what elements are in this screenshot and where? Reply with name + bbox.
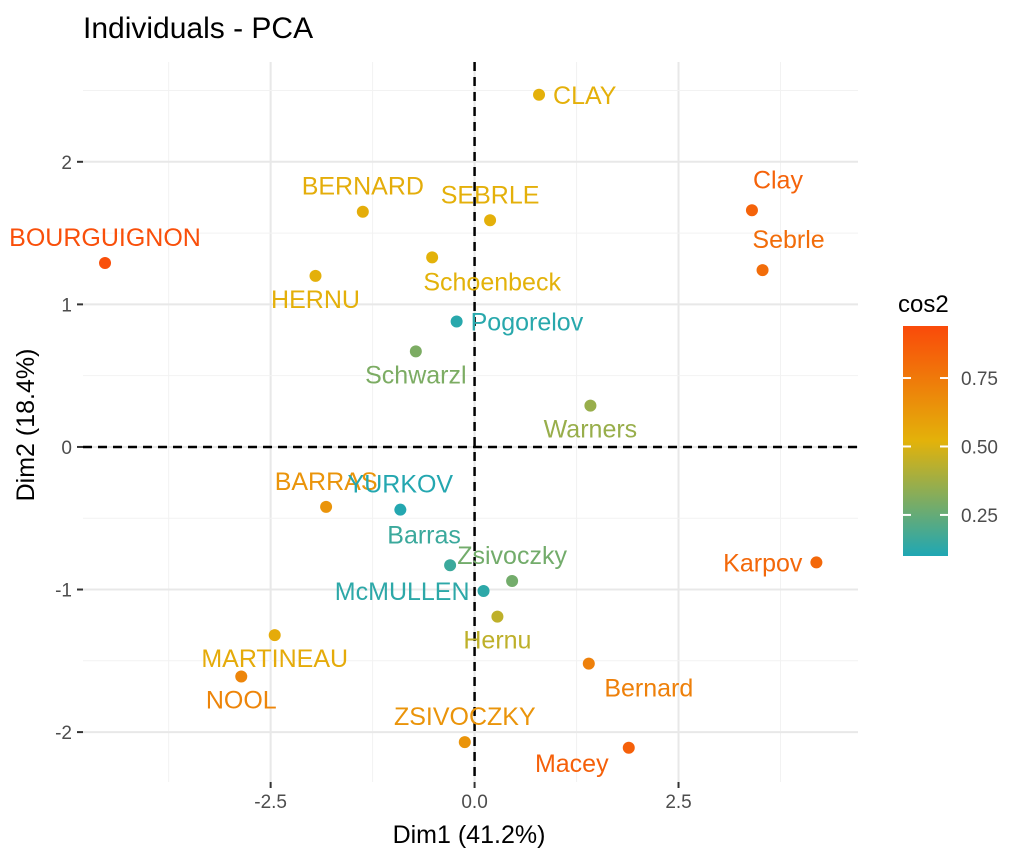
point-pogorelov bbox=[450, 315, 463, 328]
label-barras: Barras bbox=[387, 521, 461, 549]
point-martineau bbox=[268, 629, 281, 642]
chart-title: Individuals - PCA bbox=[83, 12, 313, 45]
y-tick-label: 0 bbox=[61, 438, 72, 459]
label-martineau: MARTINEAU bbox=[201, 645, 348, 673]
label-nool: NOOL bbox=[206, 686, 277, 714]
point-karpov bbox=[810, 556, 823, 569]
label-hernu: HERNU bbox=[271, 286, 360, 314]
point-bernard bbox=[582, 657, 595, 670]
plot-panel bbox=[83, 62, 858, 782]
point-barras bbox=[320, 500, 333, 513]
plot-background bbox=[83, 62, 858, 782]
label-zsivoczky: ZSIVOCZKY bbox=[394, 703, 536, 731]
label-bernard: BERNARD bbox=[302, 173, 424, 201]
color-legend: cos2 0.25 0.50 0.75 bbox=[898, 291, 998, 556]
point-sebrle bbox=[756, 264, 769, 277]
legend-colorbar bbox=[903, 326, 948, 556]
point-schoenbeck bbox=[426, 251, 439, 264]
label-clay: CLAY bbox=[553, 82, 617, 110]
point-zsivoczky bbox=[506, 574, 519, 587]
label-barras: BARRAS bbox=[275, 468, 378, 496]
label-pogorelov: Pogorelov bbox=[471, 308, 584, 336]
label-clay: Clay bbox=[753, 166, 804, 194]
label-schwarzl: Schwarzl bbox=[365, 361, 466, 389]
y-tick-label: -1 bbox=[55, 581, 72, 602]
point-yurkov bbox=[394, 503, 407, 516]
label-zsivoczky: Zsivoczky bbox=[457, 542, 567, 570]
point-mcmullen bbox=[477, 584, 490, 597]
point-bourguignon bbox=[99, 257, 112, 270]
label-karpov: Karpov bbox=[723, 549, 803, 577]
point-schwarzl bbox=[409, 345, 422, 358]
label-hernu: Hernu bbox=[463, 627, 531, 655]
point-clay bbox=[533, 88, 546, 101]
point-hernu bbox=[491, 610, 504, 623]
data-points bbox=[99, 88, 823, 754]
label-sebrle: Sebrle bbox=[752, 226, 824, 254]
legend-title: cos2 bbox=[898, 291, 949, 318]
x-tick-label: 2.5 bbox=[665, 792, 691, 813]
grid-lines bbox=[83, 62, 858, 782]
legend-ticks: 0.25 0.50 0.75 bbox=[903, 369, 998, 527]
x-tick-label: -2.5 bbox=[254, 792, 287, 813]
y-axis: -2 -1 0 1 2 bbox=[55, 153, 83, 744]
y-axis-title: Dim2 (18.4%) bbox=[12, 349, 40, 502]
label-schoenbeck: Schoenbeck bbox=[423, 268, 561, 296]
point-clay bbox=[745, 204, 758, 217]
legend-tick-label: 0.50 bbox=[961, 437, 998, 458]
y-tick-label: 2 bbox=[61, 153, 72, 174]
label-mcmullen: McMULLEN bbox=[335, 578, 470, 606]
y-tick-label: -2 bbox=[55, 723, 72, 744]
point-macey bbox=[622, 741, 635, 754]
label-warners: Warners bbox=[544, 416, 638, 444]
point-zsivoczky bbox=[458, 736, 471, 749]
point-sebrle bbox=[484, 214, 497, 227]
point-bernard bbox=[356, 205, 369, 218]
legend-tick-label: 0.25 bbox=[961, 506, 998, 527]
legend-tick-label: 0.75 bbox=[961, 369, 998, 390]
x-tick-label: 0.0 bbox=[461, 792, 487, 813]
label-bernard: Bernard bbox=[604, 675, 693, 703]
point-hernu bbox=[309, 269, 322, 282]
label-macey: Macey bbox=[535, 750, 609, 778]
y-tick-label: 1 bbox=[61, 295, 72, 316]
point-labels: CLAY BERNARD SEBRLE Clay BOURGUIGNON Schoenbe… bbox=[9, 82, 825, 778]
point-warners bbox=[584, 399, 597, 412]
point-nool bbox=[235, 670, 248, 683]
x-axis: -2.5 0.0 2.5 bbox=[254, 782, 692, 813]
point-barras bbox=[444, 559, 457, 572]
label-bourguignon: BOURGUIGNON bbox=[9, 224, 201, 252]
x-axis-title: Dim1 (41.2%) bbox=[393, 821, 546, 849]
label-yurkov: YURKOV bbox=[348, 471, 454, 499]
label-sebrle: SEBRLE bbox=[441, 181, 540, 209]
reference-lines bbox=[83, 62, 858, 782]
